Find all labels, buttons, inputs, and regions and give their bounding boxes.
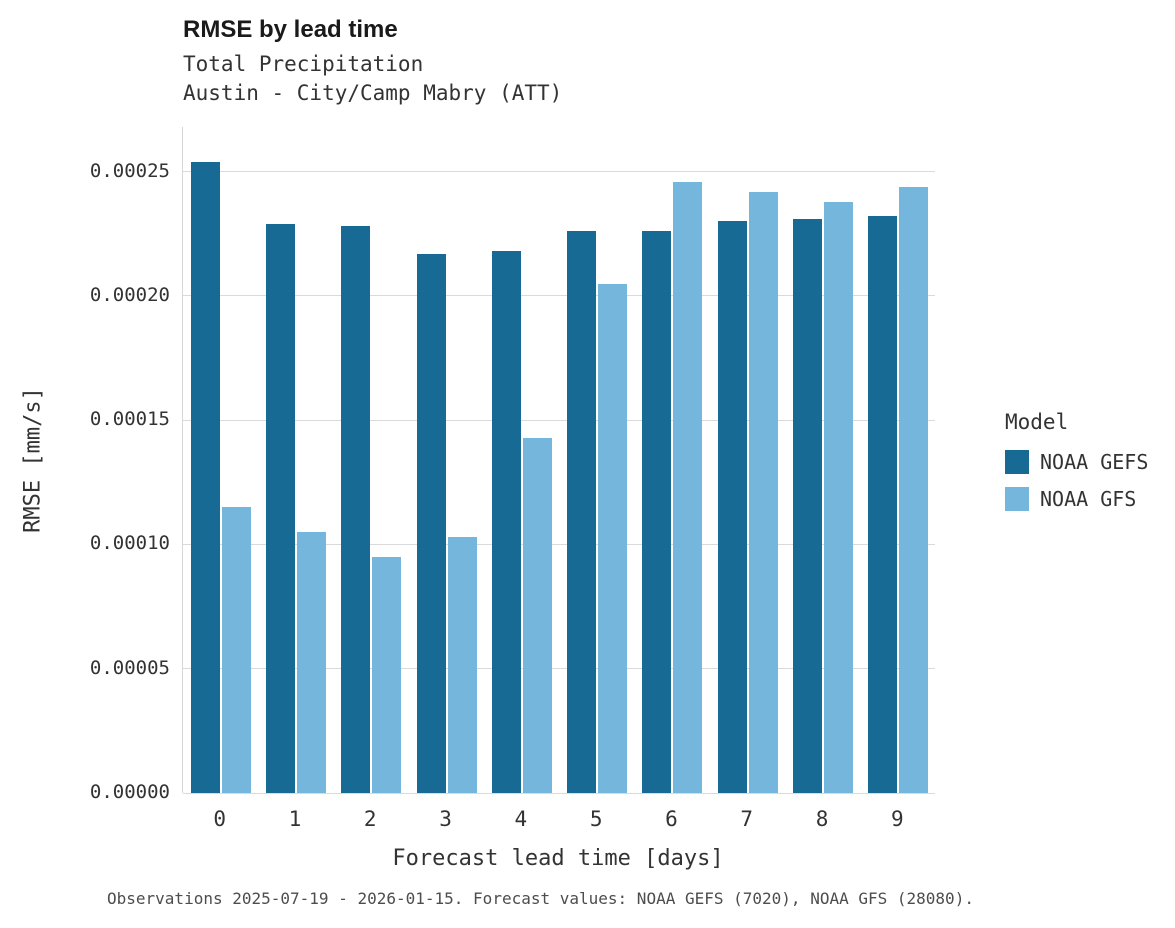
bar-noaa-gfs-day-5	[598, 283, 628, 793]
bar-noaa-gfs-day-7	[748, 191, 778, 793]
x-tick-label-4: 4	[514, 807, 528, 831]
bar-noaa-gefs-day-6	[642, 231, 672, 793]
legend-entry-noaa-gefs: NOAA GEFS	[1005, 450, 1148, 474]
bar-noaa-gfs-day-8	[824, 201, 854, 793]
gridline-0.00020	[183, 295, 935, 297]
gridline-0.00010	[183, 543, 935, 545]
x-tick-label-7: 7	[740, 807, 754, 831]
legend-swatch-noaa-gefs	[1005, 450, 1029, 474]
x-tick-label-8: 8	[815, 807, 829, 831]
legend-swatch-noaa-gfs	[1005, 487, 1029, 511]
bar-noaa-gefs-day-1	[265, 223, 295, 793]
bar-noaa-gefs-day-4	[491, 251, 521, 793]
bar-noaa-gfs-day-6	[673, 181, 703, 793]
chart-title: RMSE by lead time	[183, 16, 398, 43]
x-axis-title-text: Forecast lead time [days]	[392, 846, 724, 871]
bar-noaa-gfs-day-3	[447, 537, 477, 793]
x-tick-label-0: 0	[213, 807, 226, 831]
y-tick-label-0.00020: 0.00020	[89, 283, 170, 306]
gridline-0.00015	[183, 419, 935, 421]
x-tick-label-1: 1	[288, 807, 302, 831]
x-tick-label-2: 2	[363, 807, 377, 831]
x-tick-label-9: 9	[891, 807, 904, 831]
y-tick-label-0.00010: 0.00010	[89, 532, 170, 555]
y-tick-label-0.00015: 0.00015	[89, 408, 170, 431]
bar-noaa-gefs-day-7	[717, 221, 747, 793]
bar-noaa-gfs-day-4	[522, 437, 552, 793]
y-tick-label-0.00005: 0.00005	[89, 656, 170, 679]
bar-noaa-gfs-day-1	[296, 532, 326, 793]
gridline-0.00025	[183, 171, 935, 173]
gridline-0.00005	[183, 668, 935, 670]
legend-entry-noaa-gfs: NOAA GFS	[1005, 487, 1148, 511]
x-tick-label-3: 3	[439, 807, 452, 831]
bar-noaa-gefs-day-9	[868, 216, 898, 793]
chart-caption: Observations 2025-07-19 - 2026-01-15. Fo…	[107, 889, 974, 908]
bar-noaa-gefs-day-5	[567, 231, 597, 793]
legend: Model NOAA GEFS NOAA GFS	[1005, 410, 1148, 524]
bar-noaa-gefs-day-2	[341, 226, 371, 793]
chart-subtitle-variable: Total Precipitation	[183, 52, 424, 76]
legend-label-noaa-gfs: NOAA GFS	[1040, 487, 1137, 511]
bar-noaa-gfs-day-0	[221, 507, 251, 793]
legend-title: Model	[1005, 410, 1069, 434]
bar-noaa-gefs-day-0	[190, 161, 220, 793]
bar-noaa-gefs-day-8	[793, 218, 823, 793]
x-tick-label-6: 6	[665, 807, 678, 831]
plot-area	[182, 127, 935, 794]
x-tick-label-5: 5	[589, 807, 603, 831]
chart-subtitle-station: Austin - City/Camp Mabry (ATT)	[183, 81, 563, 105]
legend-label-noaa-gefs: NOAA GEFS	[1040, 450, 1149, 474]
y-tick-label-0.00025: 0.00025	[89, 159, 170, 182]
gridline-0.00000	[183, 792, 935, 794]
bar-noaa-gfs-day-9	[899, 186, 929, 793]
y-tick-label-0.00000: 0.00000	[89, 781, 170, 803]
bar-noaa-gfs-day-2	[372, 556, 402, 793]
bar-noaa-gefs-day-3	[416, 253, 446, 793]
